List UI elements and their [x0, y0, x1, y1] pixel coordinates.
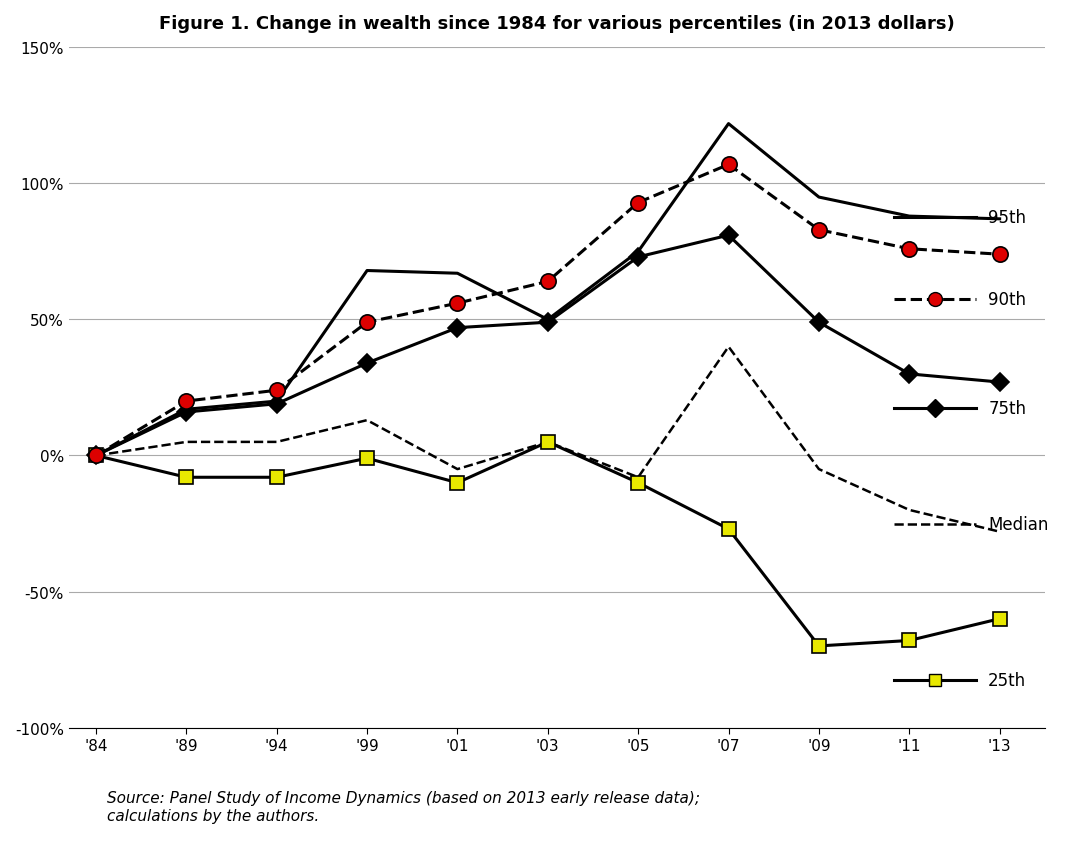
Text: 95th: 95th — [988, 209, 1026, 227]
Text: Median: Median — [988, 515, 1048, 533]
Text: 90th: 90th — [988, 290, 1026, 309]
Text: 25th: 25th — [988, 671, 1026, 689]
Text: Source: Panel Study of Income Dynamics (based on 2013 early release data);
calcu: Source: Panel Study of Income Dynamics (… — [107, 791, 700, 823]
Text: 75th: 75th — [988, 399, 1026, 418]
Title: Figure 1. Change in wealth since 1984 for various percentiles (in 2013 dollars): Figure 1. Change in wealth since 1984 fo… — [159, 15, 955, 33]
